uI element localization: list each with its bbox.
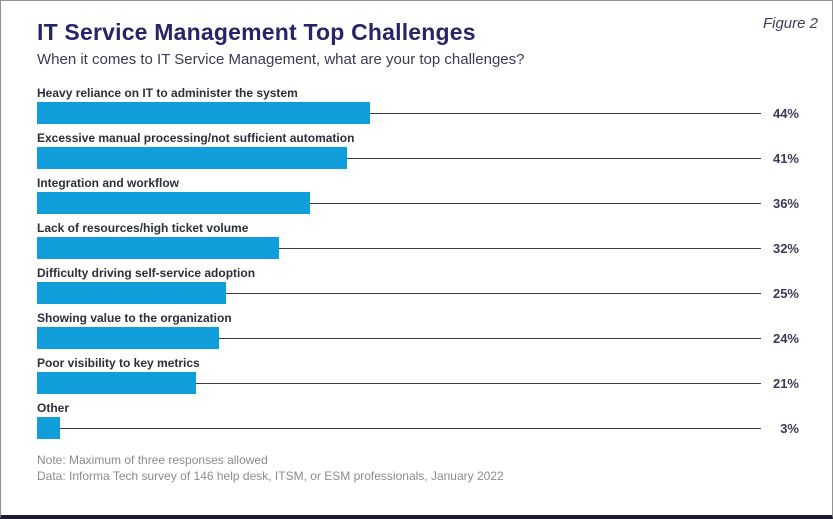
bar	[37, 372, 196, 394]
figure-number-label: Figure 2	[762, 15, 818, 32]
bar-value-label: 24%	[772, 330, 799, 346]
leader-line	[219, 337, 761, 339]
bar-value-label: 25%	[772, 285, 799, 301]
bar-track: 21%	[37, 372, 799, 394]
bar-track: 24%	[37, 327, 799, 349]
leader-line	[279, 247, 761, 249]
bar-category-label: Showing value to the organization	[37, 311, 232, 325]
leader-line	[347, 157, 761, 159]
bar-track: 44%	[37, 102, 799, 124]
bar-value-label: 41%	[772, 150, 799, 166]
chart-row: Excessive manual processing/not sufficie…	[37, 131, 799, 176]
chart-row: Showing value to the organization 24%	[37, 311, 799, 356]
chart-subtitle: When it comes to IT Service Management, …	[37, 51, 525, 68]
bar-category-label: Lack of resources/high ticket volume	[37, 221, 249, 235]
bar-value-label: 21%	[772, 375, 799, 391]
bar-track: 36%	[37, 192, 799, 214]
bar-track: 25%	[37, 282, 799, 304]
bar-track: 41%	[37, 147, 799, 169]
bar-category-label: Poor visibility to key metrics	[37, 356, 200, 370]
leader-line	[310, 202, 761, 204]
leader-line	[196, 382, 761, 384]
bar-track: 3%	[37, 417, 799, 439]
bar-track: 32%	[37, 237, 799, 259]
source-line: Data: Informa Tech survey of 146 help de…	[37, 469, 504, 483]
bar	[37, 327, 219, 349]
note-line: Note: Maximum of three responses allowed	[37, 453, 268, 467]
chart-row: Heavy reliance on IT to administer the s…	[37, 86, 799, 131]
bar-category-label: Difficulty driving self-service adoption	[37, 266, 256, 280]
bar-chart: Heavy reliance on IT to administer the s…	[37, 86, 799, 446]
bar-value-label: 36%	[772, 195, 799, 211]
bar	[37, 102, 370, 124]
bar-value-label: 32%	[772, 240, 799, 256]
leader-line	[60, 427, 761, 429]
bar-category-label: Heavy reliance on IT to administer the s…	[37, 86, 298, 100]
bar	[37, 282, 226, 304]
leader-line	[370, 112, 761, 114]
bar	[37, 147, 347, 169]
bar-category-label: Excessive manual processing/not sufficie…	[37, 131, 355, 145]
chart-footnotes: Note: Maximum of three responses allowed…	[37, 452, 799, 484]
chart-row: Lack of resources/high ticket volume 32%	[37, 221, 799, 266]
bar-value-label: 44%	[772, 105, 799, 121]
bar	[37, 192, 310, 214]
chart-title: IT Service Management Top Challenges	[37, 19, 476, 45]
bar-category-label: Other	[37, 401, 70, 415]
chart-row: Integration and workflow 36%	[37, 176, 799, 221]
bar-value-label: 3%	[780, 420, 799, 436]
bar	[37, 417, 60, 439]
chart-row: Other 3%	[37, 401, 799, 446]
leader-line	[226, 292, 761, 294]
chart-row: Difficulty driving self-service adoption…	[37, 266, 799, 311]
chart-row: Poor visibility to key metrics 21%	[37, 356, 799, 401]
bar-category-label: Integration and workflow	[37, 176, 180, 190]
bar	[37, 237, 279, 259]
